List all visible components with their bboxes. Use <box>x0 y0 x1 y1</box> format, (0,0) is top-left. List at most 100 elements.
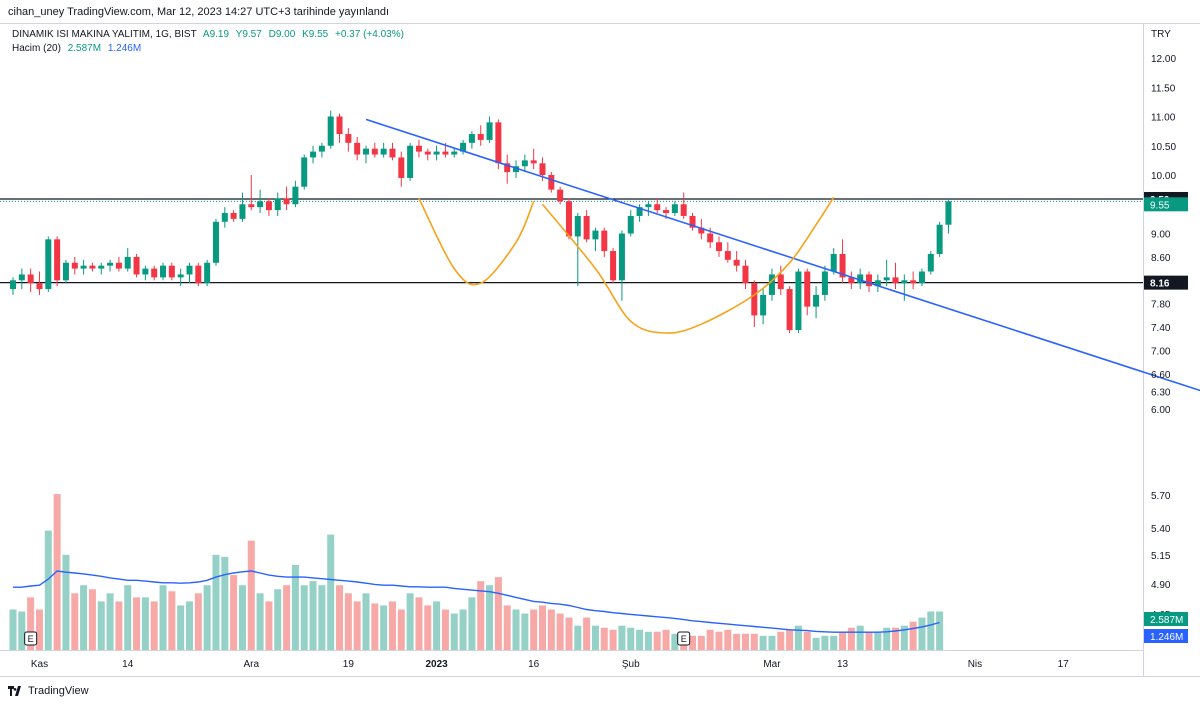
candle-body <box>760 294 767 316</box>
price-badge-label: 1.246M <box>1150 632 1183 643</box>
volume-bar <box>556 613 564 650</box>
time-tick-label: 14 <box>122 659 134 670</box>
cup-pattern-curve[interactable] <box>541 196 835 334</box>
volume-bar <box>318 585 326 650</box>
volume-bar <box>344 593 352 650</box>
volume-bar <box>627 627 635 650</box>
price-badge-label: 9.55 <box>1150 200 1170 211</box>
brand-label: TradingView <box>28 685 89 697</box>
tradingview-brand[interactable]: TradingView <box>8 685 89 697</box>
volume-bar <box>133 597 141 650</box>
publish-bar: cihan_uney TradingView.com, Mar 12, 2023… <box>0 0 1200 24</box>
cup-pattern-curve[interactable] <box>418 198 535 286</box>
legend-close: K9.55 <box>302 29 329 40</box>
volume-bar <box>450 613 458 650</box>
volume-bar <box>847 627 855 650</box>
candle-body <box>557 189 564 202</box>
earnings-marker[interactable] <box>677 631 691 646</box>
volume-bar <box>856 625 864 650</box>
price-tick-label: 11.50 <box>1151 83 1176 94</box>
legend-symbol[interactable]: DINAMIK ISI MAKINA YALITIM, 1G, BIST <box>12 29 197 40</box>
volume-bar <box>27 597 35 650</box>
candle-body <box>10 280 16 290</box>
candle-body <box>71 262 78 269</box>
candle-body <box>45 239 52 290</box>
candle-body <box>292 186 299 205</box>
candle-body <box>618 233 625 281</box>
volume-bar <box>486 585 494 650</box>
time-tick-label: 2023 <box>425 659 448 670</box>
candle-body <box>80 265 87 269</box>
candle-body <box>504 163 511 173</box>
candle-body <box>874 280 881 287</box>
price-tick-label: 5.70 <box>1151 491 1171 502</box>
candle-body <box>724 251 731 260</box>
volume-bar <box>733 633 741 650</box>
volume-bar <box>256 593 264 650</box>
plot-area[interactable] <box>0 24 1143 650</box>
candle-body <box>354 142 361 155</box>
candle-body <box>380 148 387 155</box>
candle-body <box>195 265 202 284</box>
candle-body <box>742 265 749 284</box>
legend-change: +0.37 (+4.03%) <box>334 29 404 40</box>
candle-body <box>239 204 246 219</box>
candle-body <box>733 259 740 266</box>
volume-bar <box>936 611 944 650</box>
volume-bar <box>468 597 476 650</box>
volume-bar <box>653 631 661 650</box>
volume-bar <box>892 627 899 650</box>
candle-body <box>336 116 343 135</box>
earnings-marker[interactable] <box>24 631 38 646</box>
volume-bar <box>230 575 238 650</box>
candle-body <box>627 215 634 234</box>
candle-body <box>565 201 572 237</box>
candle-body <box>857 274 864 284</box>
volume-bar <box>839 631 847 650</box>
volume-bar <box>424 605 432 650</box>
price-tick-label: 6.30 <box>1151 387 1171 398</box>
candle-body <box>54 239 61 281</box>
volume-bar <box>406 593 414 650</box>
time-tick-label: Kas <box>31 659 48 670</box>
volume-bar <box>636 629 644 650</box>
price-tick-label: 4.90 <box>1151 580 1171 591</box>
candle-body <box>839 253 846 278</box>
candle-body <box>115 262 122 269</box>
candle-body <box>716 242 722 252</box>
candle-body <box>671 204 678 214</box>
volume-bar <box>433 601 441 650</box>
volume-bar <box>53 494 61 650</box>
candle-body <box>27 274 34 284</box>
price-tick-label: 7.00 <box>1151 347 1171 358</box>
candle-body <box>680 204 687 216</box>
volume-bar <box>124 585 132 650</box>
candle-body <box>883 277 890 281</box>
price-tick-label: 7.40 <box>1151 323 1171 334</box>
volume-bar <box>900 625 908 650</box>
candle-body <box>892 277 899 284</box>
volume-bar <box>18 611 26 650</box>
volume-bar <box>441 609 449 650</box>
price-chart[interactable]: E E 12.00 11.50 11.00 10.50 10.00 9.00 8.60 7.80 7… <box>0 24 1200 676</box>
candle-body <box>901 280 908 284</box>
candle-body <box>142 268 149 275</box>
volume-bar <box>741 633 749 650</box>
candle-body <box>786 289 793 331</box>
volume-bar <box>221 556 229 650</box>
candle-body <box>442 151 449 155</box>
candle-body <box>821 271 828 295</box>
trend-line[interactable] <box>365 118 1200 412</box>
volume-bar <box>591 625 599 650</box>
candle-body <box>36 283 43 290</box>
candle-body <box>813 294 820 307</box>
candle-body <box>424 151 431 155</box>
volume-bar <box>821 635 829 650</box>
legend-volume-label[interactable]: Hacim (20) <box>12 43 61 54</box>
candle-body <box>601 230 608 252</box>
volume-bar <box>159 585 167 650</box>
volume-bar <box>212 554 220 650</box>
earnings-marker-label: E <box>681 634 687 644</box>
volume-bar <box>865 631 873 650</box>
candle-body <box>610 251 617 281</box>
